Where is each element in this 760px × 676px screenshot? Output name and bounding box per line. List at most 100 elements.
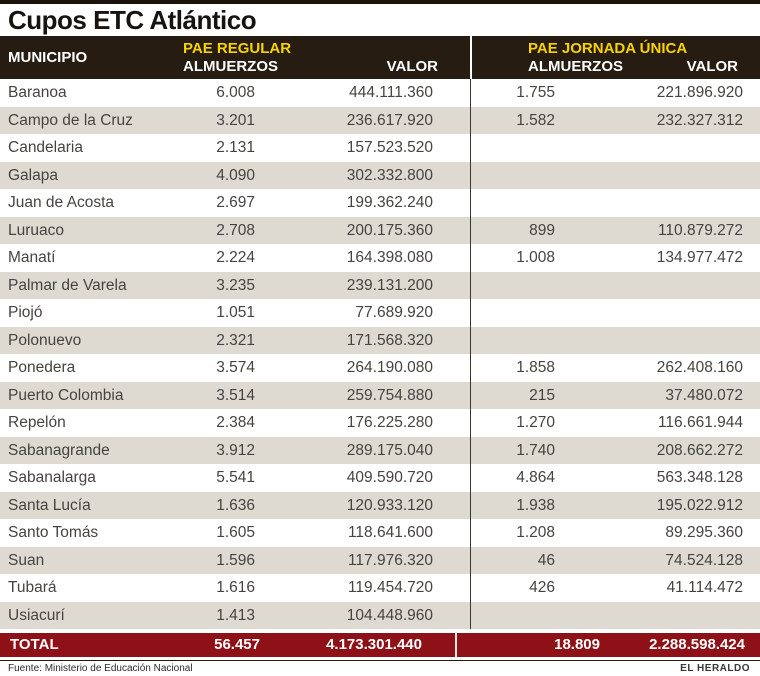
total-regular-valor: 4.173.301.440 [326,636,422,653]
cell-regular-almuerzos: 1.605 [216,524,255,541]
cell-jornada-valor: 262.408.160 [656,359,743,376]
cell-municipio: Puerto Colombia [8,386,124,404]
cell-regular-valor: 77.689.920 [355,304,433,321]
total-jornada-valor: 2.288.598.424 [649,636,745,653]
cell-jornada-almuerzos: 899 [529,221,555,239]
cell-jornada-almuerzos: 1.008 [516,249,555,266]
cell-jornada-valor: 563.348.128 [656,469,743,486]
cell-jornada-valor: 134.977.472 [656,249,743,266]
source-note: Fuente: Ministerio de Educación Nacional [8,663,193,674]
group-header-pae-jornada-unica: PAE JORNADA ÚNICA [528,40,688,57]
cell-jornada-almuerzos [433,299,555,327]
table-row: Usiacurí 1.413 104.448.960 [0,601,760,630]
cell-jornada-valor: 74.524.128 [665,551,743,569]
cell-regular-valor: 104.448.960 [346,606,433,624]
cell-jornada-valor: 232.327.312 [656,111,743,129]
cell-municipio: Piojó [8,304,43,321]
group-header-pae-regular: PAE REGULAR [183,40,292,57]
cell-jornada-almuerzos: 1.582 [516,111,555,129]
cell-regular-almuerzos: 3.514 [216,386,255,404]
cell-jornada-almuerzos: 1.858 [516,359,555,376]
cell-regular-almuerzos: 3.201 [216,111,255,129]
table-row: Candelaria 2.131 157.523.520 [0,134,760,162]
cell-municipio: Manatí [8,249,56,266]
cell-regular-valor: 444.111.360 [349,84,433,101]
table-row: Piojó 1.051 77.689.920 [0,299,760,327]
cell-regular-almuerzos: 2.708 [216,221,255,239]
cell-municipio: Tubará [8,579,57,596]
cell-jornada-almuerzos: 1.270 [516,414,555,431]
cell-regular-almuerzos: 2.224 [216,249,255,266]
cell-regular-valor: 176.225.280 [346,414,433,431]
cell-jornada-valor [555,299,743,327]
total-jornada-almuerzos: 18.809 [554,636,600,653]
cell-regular-valor: 117.976.320 [347,551,433,569]
cell-jornada-almuerzos [433,272,555,300]
cell-municipio: Usiacurí [8,606,65,624]
column-header-regular-valor: VALOR [386,58,438,75]
table-row: Manatí 2.224 164.398.080 1.008 134.977.472 [0,244,760,272]
cell-regular-valor: 239.131.200 [346,276,433,294]
table-row: Sabanagrande 3.912 289.175.040 1.740 208.662… [0,436,760,464]
top-rule [0,0,760,4]
column-header-jornada-almuerzos: ALMUERZOS [528,58,623,75]
table-body: Baranoa 6.008 444.111.360 1.755 221.896.920 C… [0,79,760,629]
cell-jornada-almuerzos [433,327,555,355]
cell-regular-almuerzos: 2.321 [216,331,255,349]
table-row: Santo Tomás 1.605 118.641.600 1.208 89.295.3… [0,519,760,547]
cell-jornada-valor: 221.896.920 [656,84,743,101]
cell-municipio: Campo de la Cruz [8,111,133,129]
table-row: Galapa 4.090 302.332.800 [0,161,760,190]
table-row: Tubará 1.616 119.454.720 426 41.114.472 [0,574,760,602]
cell-municipio: Repelón [8,414,66,431]
cell-regular-almuerzos: 5.541 [216,469,255,486]
cell-regular-almuerzos: 1.051 [216,304,255,321]
cell-jornada-almuerzos: 426 [529,579,555,596]
cell-jornada-almuerzos: 46 [537,551,555,569]
cell-regular-valor: 157.523.520 [346,139,433,156]
cell-jornada-valor [555,134,743,162]
cell-regular-almuerzos: 2.697 [216,194,255,211]
table-row: Sabanalarga 5.541 409.590.720 4.864 563.348.… [0,464,760,492]
column-header-municipio: MUNICIPIO [8,49,88,66]
cell-jornada-valor [555,189,743,217]
cell-municipio: Luruaco [8,221,65,239]
cell-regular-almuerzos: 1.596 [216,551,255,569]
cell-jornada-almuerzos [433,602,555,630]
cell-regular-valor: 259.754.880 [346,386,433,404]
cell-municipio: Galapa [8,166,58,184]
cell-regular-almuerzos: 1.636 [216,496,255,514]
cell-jornada-valor: 110.879.272 [657,221,743,239]
cell-regular-valor: 200.175.360 [346,221,433,239]
cell-jornada-valor: 195.022.912 [656,496,743,514]
total-row: TOTAL 56.457 4.173.301.440 18.809 2.288.… [0,633,760,657]
cell-jornada-valor [555,327,743,355]
column-header-regular-almuerzos: ALMUERZOS [183,58,278,75]
page-title: Cupos ETC Atlántico [8,5,257,35]
table-row: Repelón 2.384 176.225.280 1.270 116.661.944 [0,409,760,437]
cell-jornada-almuerzos: 1.740 [516,441,555,459]
cell-regular-almuerzos: 3.912 [216,441,255,459]
cell-regular-almuerzos: 1.413 [216,606,255,624]
cell-jornada-almuerzos: 1.755 [516,84,555,101]
total-regular-almuerzos: 56.457 [214,636,260,653]
cell-municipio: Santa Lucía [8,496,91,514]
cell-jornada-almuerzos: 215 [529,386,555,404]
cell-jornada-valor [555,162,743,190]
cell-municipio: Candelaria [8,139,83,156]
column-header-jornada-valor: VALOR [686,58,738,75]
table-header: MUNICIPIO PAE REGULAR ALMUERZOS VALOR PA… [0,36,760,79]
table-row: Palmar de Varela 3.235 239.131.200 [0,271,760,300]
section-divider-line [470,79,471,629]
cell-regular-valor: 302.332.800 [346,166,433,184]
total-divider [455,633,457,657]
table-row: Santa Lucía 1.636 120.933.120 1.938 195.022.… [0,491,760,519]
cell-regular-valor: 199.362.240 [346,194,433,211]
cell-municipio: Polonuevo [8,331,82,349]
cell-municipio: Ponedera [8,359,76,376]
table-row: Juan de Acosta 2.697 199.362.240 [0,189,760,217]
cell-regular-almuerzos: 4.090 [216,166,255,184]
cell-jornada-valor: 41.114.472 [666,579,743,596]
cell-jornada-valor: 116.661.944 [657,414,743,431]
